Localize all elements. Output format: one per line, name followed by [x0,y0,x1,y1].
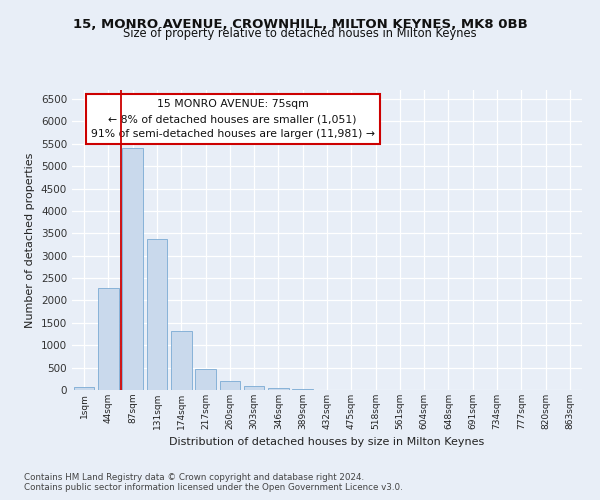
Bar [146,238,167,390]
Text: 15 MONRO AVENUE: 75sqm
← 8% of detached houses are smaller (1,051)
91% of semi-d: 15 MONRO AVENUE: 75sqm ← 8% of detached … [91,99,374,140]
Text: Contains HM Land Registry data © Crown copyright and database right 2024.: Contains HM Land Registry data © Crown c… [24,474,364,482]
Text: Size of property relative to detached houses in Milton Keynes: Size of property relative to detached ho… [123,28,477,40]
Y-axis label: Number of detached properties: Number of detached properties [25,152,35,328]
Bar [122,148,143,390]
Bar [268,388,289,390]
Text: Contains public sector information licensed under the Open Government Licence v3: Contains public sector information licen… [24,484,403,492]
Bar [98,288,119,390]
Bar [195,368,216,390]
Bar [220,382,240,390]
Bar [171,332,191,390]
Bar [244,386,265,390]
Bar [74,386,94,390]
Bar [292,389,313,390]
X-axis label: Distribution of detached houses by size in Milton Keynes: Distribution of detached houses by size … [169,438,485,448]
Text: 15, MONRO AVENUE, CROWNHILL, MILTON KEYNES, MK8 0BB: 15, MONRO AVENUE, CROWNHILL, MILTON KEYN… [73,18,527,30]
